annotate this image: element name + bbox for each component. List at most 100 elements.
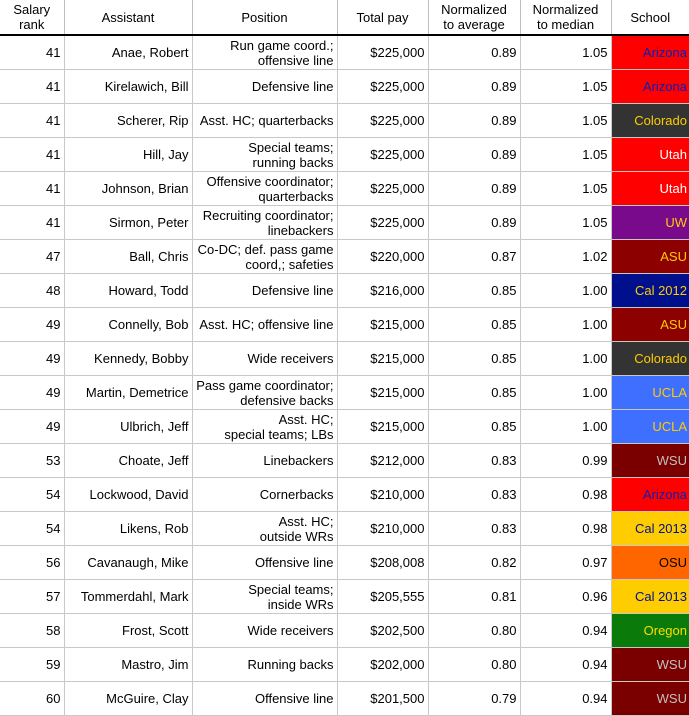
assistant-cell: Mastro, Jim	[64, 647, 193, 682]
salary-rank-cell: 41	[0, 137, 65, 172]
salary-rank-cell: 60	[0, 681, 65, 716]
table-row: 41 Scherer, Rip Asst. HC; quarterbacks $225…	[0, 103, 689, 138]
position-cell: Asst. HC; offensive line	[192, 307, 338, 342]
position-line: running backs	[252, 154, 334, 170]
table-row: 49 Kennedy, Bobby Wide receivers $215,000 0.…	[0, 341, 689, 376]
position-cell: Pass game coordinator; defensive backs	[192, 375, 338, 410]
position-line: Asst. HC;	[278, 513, 334, 529]
total-pay-cell: $215,000	[337, 341, 429, 376]
total-pay-cell: $225,000	[337, 103, 429, 138]
total-pay-cell: $208,008	[337, 545, 429, 580]
header-salary-rank: Salary rank	[0, 0, 65, 36]
assistant-cell: Kennedy, Bobby	[64, 341, 193, 376]
assistant-cell: Connelly, Bob	[64, 307, 193, 342]
table-header: Salary rank Assistant Position Total pay Norm…	[0, 0, 689, 36]
table-row: 41 Anae, Robert Run game coord.; offensive …	[0, 35, 689, 70]
table-row: 57 Tommerdahl, Mark Special teams; inside W…	[0, 579, 689, 614]
total-pay-cell: $205,555	[337, 579, 429, 614]
normalized-average-cell: 0.82	[428, 545, 521, 580]
position-cell: Defensive line	[192, 69, 338, 104]
position-line: Wide receivers	[247, 623, 334, 638]
position-line: Special teams;	[248, 581, 334, 597]
school-cell: Arizona	[611, 35, 689, 70]
position-line: Run game coord.;	[230, 37, 334, 53]
table-row: 60 McGuire, Clay Offensive line $201,500 0.7…	[0, 681, 689, 716]
salary-rank-cell: 41	[0, 69, 65, 104]
table-row: 41 Hill, Jay Special teams; running backs $2…	[0, 137, 689, 172]
normalized-average-cell: 0.85	[428, 273, 521, 308]
position-line: coord,; safeties	[245, 256, 334, 272]
total-pay-cell: $202,500	[337, 613, 429, 648]
normalized-average-cell: 0.79	[428, 681, 521, 716]
position-cell: Co-DC; def. pass game coord,; safeties	[192, 239, 338, 274]
assistant-cell: Cavanaugh, Mike	[64, 545, 193, 580]
school-cell: Colorado	[611, 341, 689, 376]
table-row: 47 Ball, Chris Co-DC; def. pass game coord,…	[0, 239, 689, 274]
position-cell: Running backs	[192, 647, 338, 682]
salary-rank-cell: 41	[0, 103, 65, 138]
total-pay-cell: $215,000	[337, 375, 429, 410]
total-pay-cell: $215,000	[337, 307, 429, 342]
school-cell: Utah	[611, 137, 689, 172]
school-cell: Cal 2013	[611, 511, 689, 546]
salary-rank-cell: 58	[0, 613, 65, 648]
assistant-cell: Hill, Jay	[64, 137, 193, 172]
normalized-average-cell: 0.83	[428, 511, 521, 546]
header-normalized-median: Normalized to median	[520, 0, 612, 36]
total-pay-cell: $215,000	[337, 409, 429, 444]
table-row: 49 Connelly, Bob Asst. HC; offensive line $…	[0, 307, 689, 342]
normalized-average-cell: 0.85	[428, 375, 521, 410]
school-cell: UCLA	[611, 409, 689, 444]
normalized-average-cell: 0.83	[428, 477, 521, 512]
normalized-median-cell: 0.94	[520, 613, 612, 648]
assistant-cell: Johnson, Brian	[64, 171, 193, 206]
normalized-median-cell: 1.00	[520, 409, 612, 444]
total-pay-cell: $202,000	[337, 647, 429, 682]
position-cell: Defensive line	[192, 273, 338, 308]
salary-rank-cell: 41	[0, 35, 65, 70]
salary-rank-cell: 41	[0, 171, 65, 206]
assistant-cell: Choate, Jeff	[64, 443, 193, 478]
assistant-cell: Kirelawich, Bill	[64, 69, 193, 104]
school-cell: WSU	[611, 647, 689, 682]
assistant-cell: Scherer, Rip	[64, 103, 193, 138]
normalized-median-cell: 0.97	[520, 545, 612, 580]
total-pay-cell: $201,500	[337, 681, 429, 716]
position-line: inside WRs	[267, 596, 334, 612]
normalized-average-cell: 0.87	[428, 239, 521, 274]
salary-rank-cell: 48	[0, 273, 65, 308]
position-line: Cornerbacks	[259, 487, 334, 502]
normalized-average-cell: 0.80	[428, 647, 521, 682]
table-row: 41 Sirmon, Peter Recruiting coordinator; li…	[0, 205, 689, 240]
school-cell: Cal 2013	[611, 579, 689, 614]
normalized-average-cell: 0.89	[428, 205, 521, 240]
position-cell: Offensive line	[192, 681, 338, 716]
position-cell: Recruiting coordinator; linebackers	[192, 205, 338, 240]
position-line: Offensive coordinator;	[206, 173, 334, 189]
table-row: 41 Kirelawich, Bill Defensive line $225,000…	[0, 69, 689, 104]
table-row: 49 Ulbrich, Jeff Asst. HC; special teams; L…	[0, 409, 689, 444]
normalized-average-cell: 0.80	[428, 613, 521, 648]
assistant-cell: McGuire, Clay	[64, 681, 193, 716]
salary-rank-cell: 41	[0, 205, 65, 240]
table-row: 48 Howard, Todd Defensive line $216,000 0.85…	[0, 273, 689, 308]
normalized-average-cell: 0.89	[428, 171, 521, 206]
position-cell: Offensive coordinator; quarterbacks	[192, 171, 338, 206]
normalized-median-cell: 1.02	[520, 239, 612, 274]
position-line: Asst. HC; offensive line	[199, 317, 334, 332]
assistant-cell: Martin, Demetrice	[64, 375, 193, 410]
salary-rank-cell: 59	[0, 647, 65, 682]
position-cell: Wide receivers	[192, 341, 338, 376]
normalized-median-cell: 1.00	[520, 375, 612, 410]
table-row: 54 Likens, Rob Asst. HC; outside WRs $210,00…	[0, 511, 689, 546]
normalized-average-cell: 0.89	[428, 35, 521, 70]
header-row: Salary rank Assistant Position Total pay Norm…	[0, 0, 689, 36]
total-pay-cell: $220,000	[337, 239, 429, 274]
school-cell: OSU	[611, 545, 689, 580]
school-cell: ASU	[611, 239, 689, 274]
normalized-median-cell: 1.00	[520, 273, 612, 308]
normalized-average-cell: 0.89	[428, 69, 521, 104]
normalized-average-cell: 0.85	[428, 341, 521, 376]
position-line: Special teams;	[248, 139, 334, 155]
salary-rank-cell: 56	[0, 545, 65, 580]
